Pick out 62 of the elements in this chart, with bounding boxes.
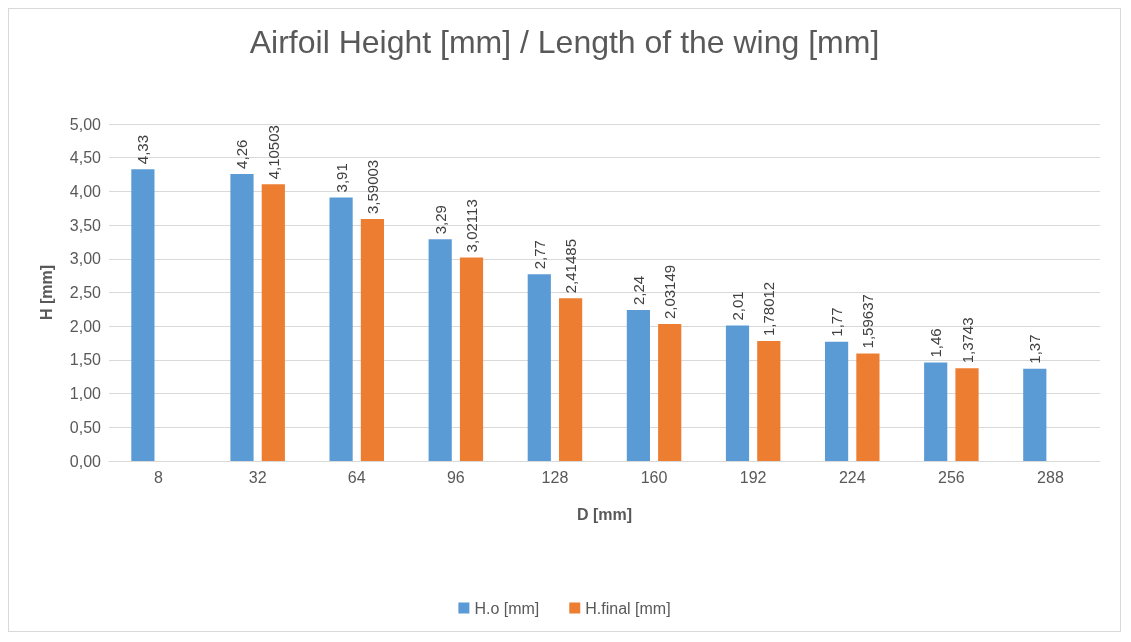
bar: [757, 341, 781, 461]
x-tick-label: 32: [248, 468, 267, 486]
data-label: 2,01: [728, 291, 746, 321]
x-tick-label: 160: [640, 468, 668, 486]
y-tick-label: 2,50: [69, 284, 102, 301]
x-tick-label: 288: [1037, 468, 1064, 486]
data-label: 1,78012: [760, 281, 778, 337]
y-tick-label: 1,50: [69, 351, 102, 369]
bar: [230, 173, 254, 461]
y-tick-label: 4,50: [69, 149, 102, 167]
data-label: 1,37: [1026, 334, 1044, 364]
y-tick-label: 1,00: [69, 385, 102, 403]
data-label: 3,91: [332, 163, 350, 193]
bar: [658, 324, 682, 461]
bar: [428, 239, 452, 461]
data-label: 1,46: [927, 328, 945, 358]
bar: [825, 341, 849, 461]
data-label: 2,24: [629, 275, 647, 306]
x-tick-label: 96: [446, 468, 465, 486]
y-tick-label: 2,00: [69, 317, 102, 335]
data-label: 1,59637: [859, 294, 877, 349]
y-tick-label: 3,00: [69, 250, 102, 268]
data-label: 3,29: [431, 205, 449, 235]
bar: [329, 197, 353, 461]
x-tick-label: 64: [347, 468, 366, 486]
data-label: 2,03149: [661, 264, 679, 320]
y-tick-label: 3,50: [69, 216, 102, 234]
bar: [725, 325, 750, 461]
bar: [955, 368, 979, 461]
y-tick-label: 5,00: [69, 115, 102, 133]
legend-label: H.final [mm]: [585, 599, 671, 617]
x-axis-title: D [mm]: [576, 505, 633, 523]
bar: [856, 353, 880, 461]
x-tick-label: 8: [154, 468, 164, 486]
data-label: 4,33: [134, 134, 152, 165]
data-label: 1,3743: [958, 317, 976, 364]
data-label: 1,77: [828, 307, 846, 337]
bar: [360, 219, 384, 461]
data-label: 4,10503: [264, 125, 282, 180]
x-tick-label: 192: [739, 468, 767, 486]
data-label: 3,59003: [363, 159, 381, 215]
y-tick-label: 0,50: [69, 418, 102, 436]
bar: [261, 184, 285, 461]
bar: [459, 257, 484, 461]
x-tick-label: 224: [838, 468, 866, 486]
bar: [527, 274, 551, 461]
bar: [559, 298, 583, 461]
legend-label: H.o [mm]: [474, 599, 540, 617]
y-tick-label: 0,00: [69, 452, 102, 470]
y-tick-label: 4,00: [69, 182, 102, 200]
data-label: 2,77: [530, 240, 548, 270]
bar: [626, 310, 650, 461]
x-tick-label: 128: [541, 468, 569, 486]
bar: [924, 362, 948, 461]
bar: [131, 169, 155, 461]
bar: [1023, 368, 1047, 461]
data-label: 2,41485: [562, 239, 580, 294]
data-label: 4,26: [233, 139, 251, 169]
y-axis-title: H [mm]: [37, 264, 55, 321]
x-tick-label: 256: [938, 468, 965, 486]
chart-title: Airfoil Height [mm] / Length of the wing [mm]: [249, 24, 880, 60]
data-label: 3,02113: [463, 199, 481, 253]
